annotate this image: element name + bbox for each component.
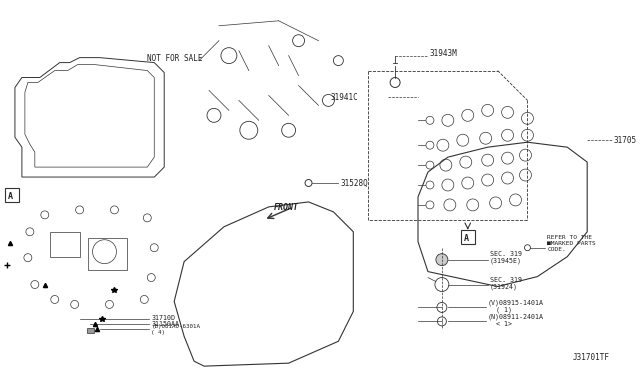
Text: 31705: 31705 (613, 136, 636, 145)
Text: (B)081A0-6301A
( 4): (B)081A0-6301A ( 4) (151, 324, 200, 335)
Bar (461, 230, 475, 244)
Text: 31941C: 31941C (330, 93, 358, 102)
Text: 31528Q: 31528Q (340, 179, 368, 187)
Bar (88, 238, 127, 270)
Bar (86, 328, 93, 333)
Text: 31150AA: 31150AA (151, 321, 179, 327)
Text: FRONT: FRONT (274, 203, 299, 212)
Bar (5, 188, 19, 202)
Text: 31943M: 31943M (430, 49, 458, 58)
Text: A: A (8, 192, 13, 202)
Text: A: A (464, 234, 468, 243)
Text: REFER TO THE
■MARKED PARTS
CODE.: REFER TO THE ■MARKED PARTS CODE. (547, 235, 596, 252)
Text: NOT FOR SALE: NOT FOR SALE (147, 54, 203, 63)
Text: (N)08911-2401A
  < 1>: (N)08911-2401A < 1> (488, 314, 543, 327)
Text: (V)08915-1401A
  ( 1): (V)08915-1401A ( 1) (488, 299, 543, 314)
Text: J31701TF: J31701TF (572, 353, 609, 362)
Text: SEC. 319
(31924): SEC. 319 (31924) (490, 277, 522, 290)
Text: SEC. 319
(31945E): SEC. 319 (31945E) (490, 251, 522, 264)
Circle shape (436, 254, 448, 266)
Bar (50, 232, 79, 257)
Text: 31710D: 31710D (151, 315, 175, 321)
